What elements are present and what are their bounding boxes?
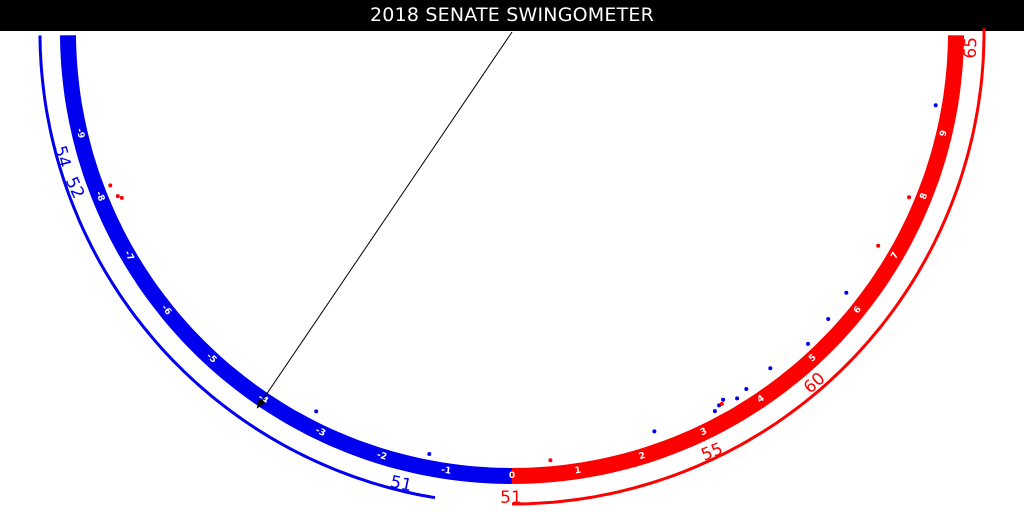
rep-held-race-dot xyxy=(108,183,113,188)
dem-held-race-dot xyxy=(744,387,749,391)
dem-held-race-dot xyxy=(314,409,319,414)
swing-tick-minus-9: -9 xyxy=(74,127,86,139)
swing-tick-minus-7: -7 xyxy=(122,249,136,263)
rep-held-race-dot xyxy=(876,243,881,248)
dem-held-race-dot xyxy=(768,366,773,371)
swing-tick-minus-3: -3 xyxy=(314,426,327,439)
rep-seat-label-65: 65 xyxy=(961,37,982,59)
dem-seat-ring xyxy=(38,35,436,500)
dem-swing-band xyxy=(60,35,513,484)
dem-held-race-dot xyxy=(806,341,810,346)
swing-tick-7: 7 xyxy=(890,251,902,261)
swing-tick-2: 2 xyxy=(638,451,647,462)
swing-tick-minus-6: -6 xyxy=(159,303,173,317)
dem-seat-label-52: 52 xyxy=(61,174,88,202)
swing-tick-8: 8 xyxy=(919,192,931,202)
rep-held-race-dot xyxy=(119,195,124,200)
dem-held-race-dot xyxy=(933,103,938,108)
rep-held-race-dot xyxy=(719,401,724,406)
swing-tick-minus-1: -1 xyxy=(440,465,451,476)
swing-tick-1: 1 xyxy=(574,466,582,477)
dem-held-race-dot xyxy=(427,452,432,456)
rep-held-race-dot xyxy=(548,458,553,463)
rep-held-race-dot xyxy=(907,195,911,200)
rep-seat-ring xyxy=(511,28,986,506)
race-markers xyxy=(108,103,938,463)
dem-held-race-dot xyxy=(721,397,726,402)
swing-tick-0: 0 xyxy=(509,471,515,481)
swing-pointer-arrow xyxy=(256,31,513,409)
rep-seat-label-55: 55 xyxy=(698,439,726,466)
dem-held-race-dot xyxy=(844,290,849,295)
dem-held-race-dot xyxy=(735,396,740,401)
dem-seat-label-54: 54 xyxy=(49,144,74,170)
rep-held-race-dot xyxy=(115,194,120,199)
swing-tick-minus-8: -8 xyxy=(93,190,106,203)
dem-seat-label-51: 51 xyxy=(388,472,413,496)
page-title: 2018 SENATE SWINGOMETER xyxy=(0,0,1024,31)
dem-held-race-dot xyxy=(652,429,657,434)
swing-tick-9: 9 xyxy=(939,129,950,137)
dem-held-race-dot xyxy=(826,317,831,321)
swing-tick-4: 4 xyxy=(756,394,767,406)
swing-tick-minus-5: -5 xyxy=(204,351,218,365)
dem-held-race-dot xyxy=(712,409,717,414)
swing-tick-3: 3 xyxy=(699,427,709,439)
rep-seat-label-51: 51 xyxy=(500,488,522,508)
rep-swing-band xyxy=(511,35,964,484)
swing-tick-5: 5 xyxy=(807,353,818,365)
swing-tick-minus-2: -2 xyxy=(375,450,387,462)
swing-tick-6: 6 xyxy=(852,305,864,316)
